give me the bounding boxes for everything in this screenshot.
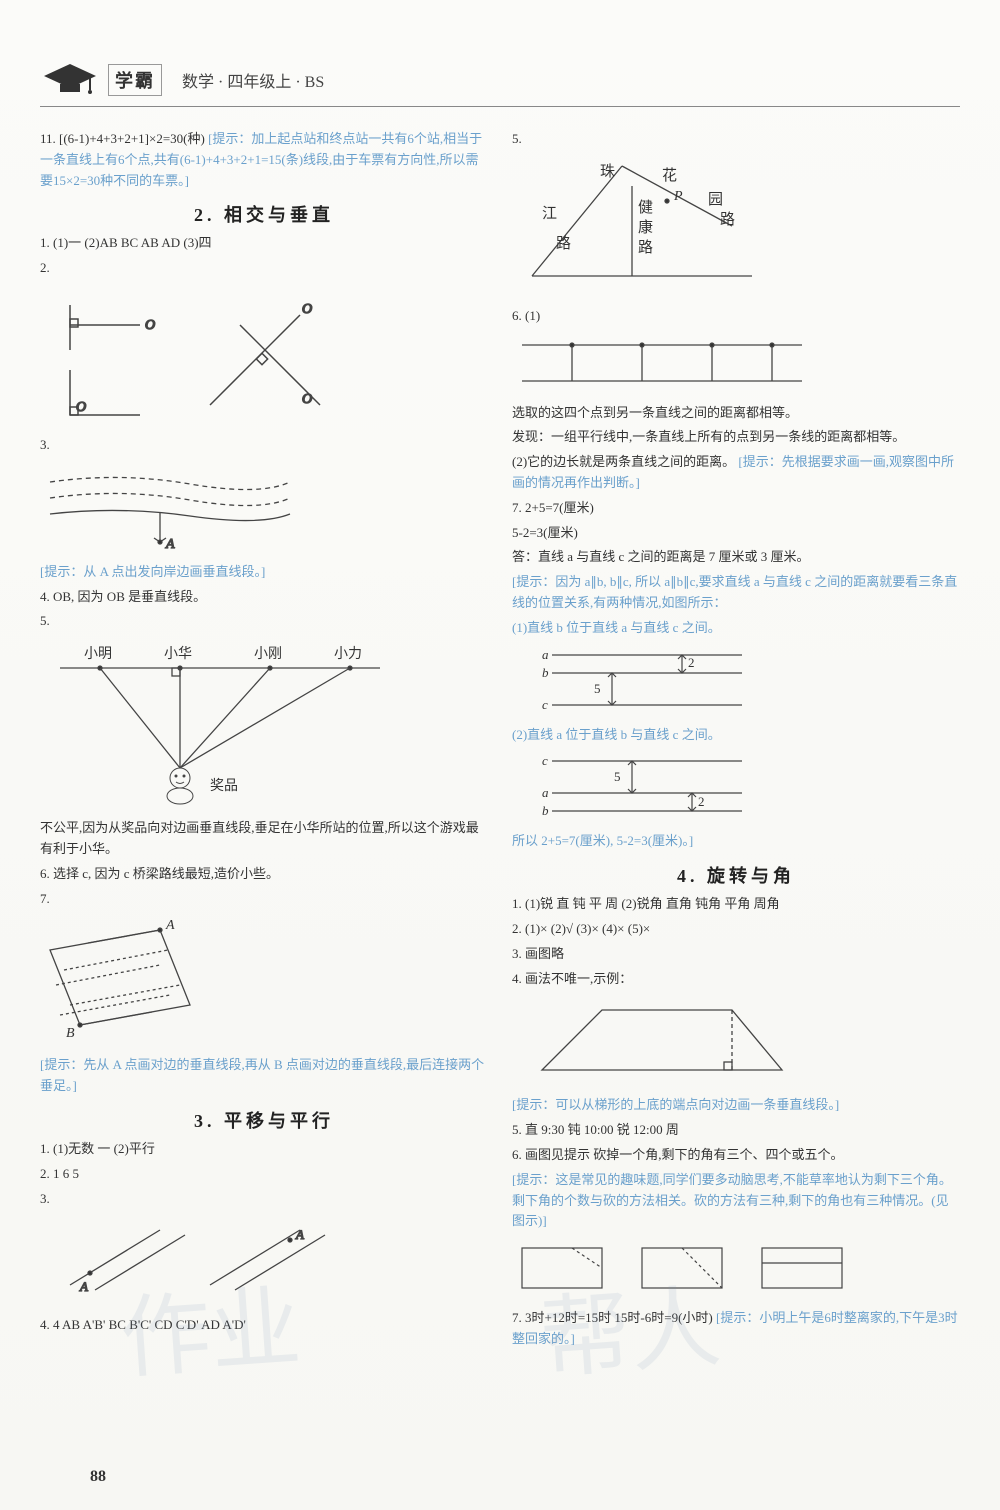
section-2-title: 2. 相交与垂直 [40,201,488,227]
item-5: 5. [40,611,488,632]
svg-text:b: b [542,803,549,818]
s4-item-7: 7. 3时+12时=15时 15时-6时=9(小时) [提示：小明上午是6时整离… [512,1308,960,1350]
svg-text:c: c [542,697,548,712]
name-4: 小力 [334,646,362,662]
svg-text:P: P [673,189,683,204]
s4-item-3: 3. 画图略 [512,944,960,965]
diagram-parallel-lines: A A [40,1215,488,1309]
grad-cap-icon [40,60,100,100]
r-item-5: 5. [512,129,960,150]
svg-text:路: 路 [556,235,571,252]
section-4-title: 4. 旋转与角 [512,862,960,888]
svg-text:a: a [542,647,549,662]
svg-text:B: B [66,1026,75,1041]
svg-text:c: c [542,753,548,768]
diagram-roads: 珠 花 园 江 路 路 健 康 路 P [512,156,960,300]
svg-text:b: b [542,665,549,680]
r7-hint1: [提示：因为 a∥b, b∥c, 所以 a∥b∥c,要求直线 a 与直线 c 之… [512,572,960,614]
s4-item-1: 1. (1)锐 直 钝 平 周 (2)锐角 直角 钝角 平角 周角 [512,894,960,915]
page: 作业 帮人 学霸 数学 · 四年级上 · BS 11. [(6-1)+4+3+2… [0,0,1000,1510]
svg-text:O: O [145,318,155,333]
svg-text:a: a [542,785,549,800]
svg-text:路: 路 [720,211,735,228]
s4-item-6-hint: [提示：这是常见的趣味题,同学们要多动脑思考,不能草率地认为剩下三个角。剩下角的… [512,1170,960,1232]
svg-text:A: A [165,537,175,552]
diagram-parallelogram: A B [40,915,488,1049]
svg-text:健: 健 [638,199,653,216]
text: (2)它的边长就是两条直线之间的距离。 [512,454,738,469]
s4-item-4: 4. 画法不唯一,示例： [512,969,960,990]
page-header: 学霸 数学 · 四年级上 · BS [40,60,960,107]
r7-conc: 所以 2+5=7(厘米), 5-2=3(厘米)。] [512,831,960,852]
text: 11. [(6-1)+4+3+2+1]×2=30(种) [40,131,208,146]
svg-text:2: 2 [698,794,705,809]
s3-item-3: 3. [40,1189,488,1210]
svg-text:A: A [295,1227,304,1242]
book-badge: 学霸 [108,64,162,96]
svg-text:A: A [79,1279,88,1294]
diagram-river: A [40,462,488,556]
diagram-case2: c a b 5 2 [512,751,960,825]
s3-item-2: 2. 1 6 5 [40,1164,488,1185]
content-columns: 11. [(6-1)+4+3+2+1]×2=30(种) [提示：加上起点站和终点… [40,125,960,1354]
item-1: 1. (1)一 (2)AB BC AB AD (3)四 [40,233,488,254]
svg-text:花: 花 [662,167,677,184]
svg-text:5: 5 [594,681,601,696]
svg-text:园: 园 [708,191,723,208]
item-7: 7. [40,889,488,910]
s4-item-4-hint: [提示：可以从梯形的上底的端点向对边画一条垂直线段。] [512,1095,960,1116]
item-3: 3. [40,435,488,456]
r-item-6a: 6. (1) [512,306,960,327]
diagram-parallel-distance [512,333,960,397]
item-5-text: 不公平,因为从奖品向对边画垂直线段,垂足在小华所站的位置,所以这个游戏最有利于小… [40,818,488,860]
svg-text:珠: 珠 [600,163,615,180]
r6-text2: 发现：一组平行线中,一条直线上所有的点到另一条线的距离都相等。 [512,427,960,448]
r-item-7a: 7. 2+5=7(厘米) [512,498,960,519]
svg-text:A: A [165,918,175,933]
r6-text3: (2)它的边长就是两条直线之间的距离。 [提示：先根据要求画一画,观察图中所画的… [512,452,960,494]
s4-item-5: 5. 直 9:30 钝 10:00 锐 12:00 周 [512,1120,960,1141]
r6-text1: 选取的这四个点到另一条直线之间的距离都相等。 [512,403,960,424]
diagram-perpendicular: O O O O [40,285,488,429]
s4-item-2: 2. (1)× (2)√ (3)× (4)× (5)× [512,919,960,940]
svg-text:5: 5 [614,769,621,784]
item-6: 6. 选择 c, 因为 c 桥梁路线最短,造价小些。 [40,864,488,885]
s4-item-6: 6. 画图见提示 砍掉一个角,剩下的角有三个、四个或五个。 [512,1145,960,1166]
item-11: 11. [(6-1)+4+3+2+1]×2=30(种) [提示：加上起点站和终点… [40,129,488,191]
svg-text:康: 康 [638,219,653,236]
r7-case1: (1)直线 b 位于直线 a 与直线 c 之间。 [512,618,960,639]
diagram-trapezoid [512,995,960,1089]
r7-case2: (2)直线 a 位于直线 b 与直线 c 之间。 [512,725,960,746]
name-2: 小华 [164,646,192,662]
svg-text:O: O [302,302,312,317]
s3-item-1: 1. (1)无数 一 (2)平行 [40,1139,488,1160]
svg-text:江: 江 [542,205,557,222]
right-column: 5. 珠 花 园 江 路 路 健 [512,125,960,1354]
name-3: 小刚 [254,646,282,662]
item-3-hint: [提示：从 A 点出发向岸边画垂直线段。] [40,562,488,583]
r-item-7ans: 答：直线 a 与直线 c 之间的距离是 7 厘米或 3 厘米。 [512,547,960,568]
svg-text:O: O [302,392,312,407]
item-4: 4. OB, 因为 OB 是垂直线段。 [40,587,488,608]
item-7-hint: [提示：先从 A 点画对边的垂直线段,再从 B 点画对边的垂直线段,最后连接两个… [40,1055,488,1097]
prize-label: 奖品 [210,777,238,794]
svg-text:O: O [76,400,86,415]
r-item-7b: 5-2=3(厘米) [512,523,960,544]
svg-text:路: 路 [638,239,653,256]
diagram-cut-corner [512,1238,960,1302]
book-title: 数学 · 四年级上 · BS [182,68,324,92]
diagram-case1: a b c 2 5 [512,645,960,719]
svg-text:2: 2 [688,655,695,670]
text: 7. 3时+12时=15时 15时-6时=9(小时) [512,1310,716,1325]
item-2: 2. [40,258,488,279]
left-column: 11. [(6-1)+4+3+2+1]×2=30(种) [提示：加上起点站和终点… [40,125,488,1354]
s3-item-4: 4. 4 AB A'B' BC B'C' CD C'D' AD A'D' [40,1315,488,1336]
name-1: 小明 [84,646,112,662]
diagram-game: 小明 小华 小刚 小力 奖品 [40,638,488,812]
page-number: 88 [90,1468,106,1486]
section-3-title: 3. 平移与平行 [40,1107,488,1133]
